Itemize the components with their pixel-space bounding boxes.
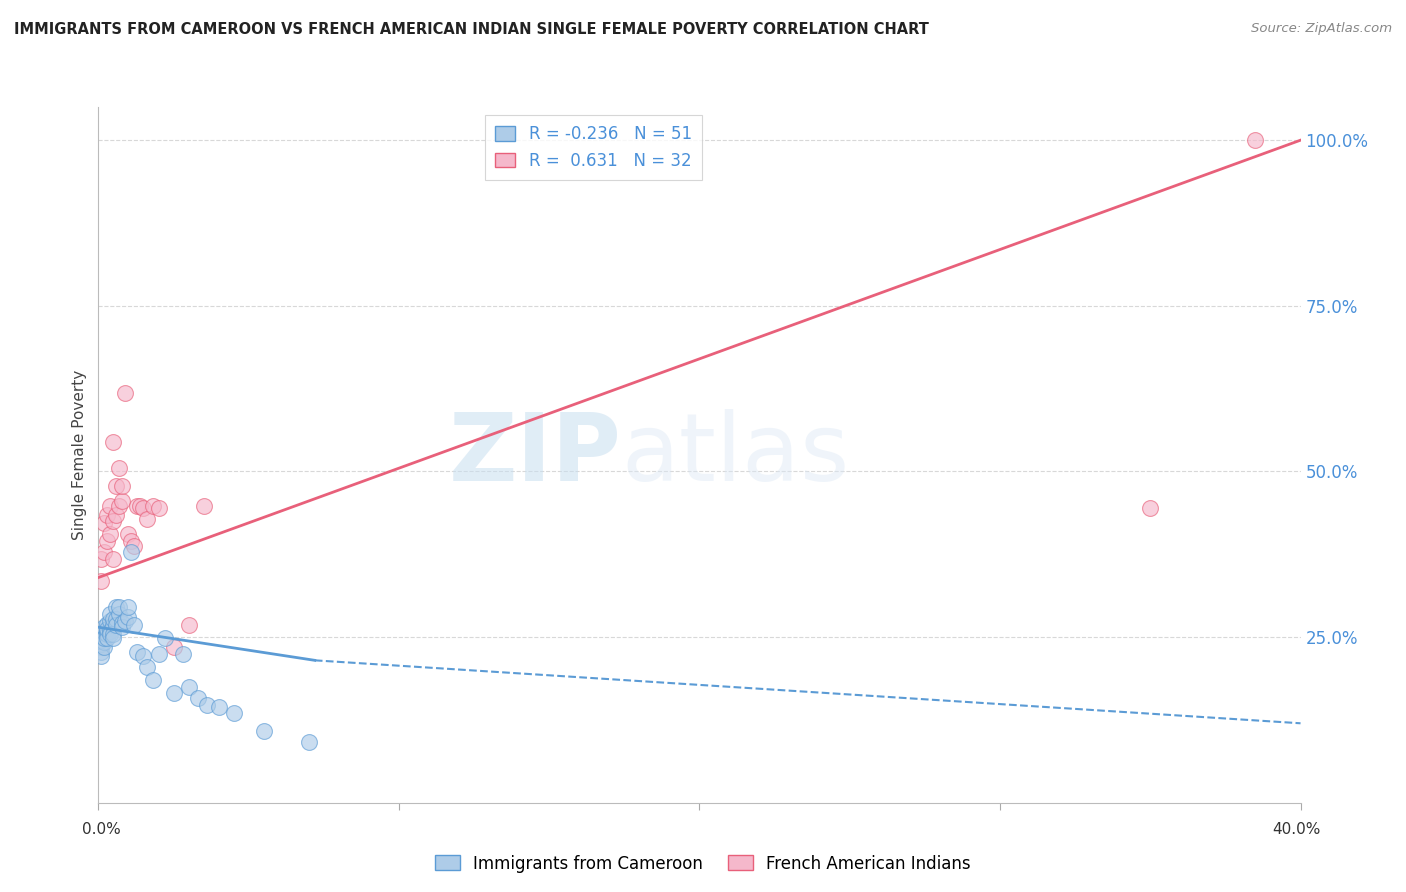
Point xyxy=(208,699,231,714)
Point xyxy=(111,479,134,493)
Point xyxy=(162,686,184,700)
Point xyxy=(100,627,122,641)
Point xyxy=(90,633,112,648)
Point xyxy=(90,648,112,663)
Point xyxy=(117,600,139,615)
Point xyxy=(132,500,155,515)
Point xyxy=(90,645,112,659)
Point xyxy=(100,614,122,628)
Point xyxy=(148,647,170,661)
Point xyxy=(117,610,139,624)
Point xyxy=(127,645,149,659)
Point xyxy=(177,618,200,632)
Point xyxy=(121,534,143,549)
Point xyxy=(117,527,139,541)
Y-axis label: Single Female Poverty: Single Female Poverty xyxy=(72,370,87,540)
Point xyxy=(1139,500,1161,515)
Point xyxy=(195,698,218,712)
Legend: Immigrants from Cameroon, French American Indians: Immigrants from Cameroon, French America… xyxy=(429,848,977,880)
Point xyxy=(93,630,115,644)
Point xyxy=(96,534,118,549)
Point xyxy=(100,607,122,621)
Point xyxy=(121,545,143,559)
Text: Source: ZipAtlas.com: Source: ZipAtlas.com xyxy=(1251,22,1392,36)
Point xyxy=(108,600,131,615)
Point xyxy=(96,616,118,631)
Point xyxy=(108,607,131,621)
Point xyxy=(103,611,125,625)
Point xyxy=(90,637,112,651)
Point xyxy=(96,627,118,641)
Point xyxy=(129,499,152,513)
Point xyxy=(105,618,128,632)
Point xyxy=(153,632,176,646)
Point xyxy=(105,600,128,615)
Point xyxy=(135,512,157,526)
Point xyxy=(124,618,146,632)
Point xyxy=(1244,133,1267,147)
Point xyxy=(105,508,128,522)
Text: ZIP: ZIP xyxy=(449,409,621,501)
Point xyxy=(172,647,194,661)
Point xyxy=(93,640,115,654)
Point xyxy=(90,574,112,588)
Point xyxy=(193,499,215,513)
Point xyxy=(253,724,276,739)
Point xyxy=(103,627,125,641)
Point xyxy=(93,545,115,559)
Point xyxy=(108,499,131,513)
Point xyxy=(100,624,122,638)
Point xyxy=(162,640,184,654)
Point xyxy=(96,622,118,636)
Point xyxy=(222,706,245,721)
Point xyxy=(103,552,125,566)
Point xyxy=(148,500,170,515)
Point xyxy=(132,648,155,663)
Point xyxy=(103,434,125,449)
Point xyxy=(100,499,122,513)
Point xyxy=(135,660,157,674)
Text: IMMIGRANTS FROM CAMEROON VS FRENCH AMERICAN INDIAN SINGLE FEMALE POVERTY CORRELA: IMMIGRANTS FROM CAMEROON VS FRENCH AMERI… xyxy=(14,22,929,37)
Point xyxy=(90,640,112,654)
Point xyxy=(124,539,146,553)
Point xyxy=(114,614,136,628)
Text: 0.0%: 0.0% xyxy=(82,822,121,837)
Point xyxy=(100,527,122,541)
Legend: R = -0.236   N = 51, R =  0.631   N = 32: R = -0.236 N = 51, R = 0.631 N = 32 xyxy=(485,115,702,179)
Point xyxy=(114,386,136,401)
Point xyxy=(93,635,115,649)
Text: atlas: atlas xyxy=(621,409,849,501)
Point xyxy=(96,632,118,646)
Point xyxy=(141,673,163,688)
Point xyxy=(105,611,128,625)
Point xyxy=(93,632,115,646)
Point xyxy=(298,735,321,749)
Point xyxy=(93,624,115,639)
Point xyxy=(187,691,209,706)
Point xyxy=(96,508,118,522)
Text: 40.0%: 40.0% xyxy=(1272,822,1320,837)
Point xyxy=(127,499,149,513)
Point xyxy=(90,552,112,566)
Point xyxy=(141,499,163,513)
Point xyxy=(108,461,131,475)
Point xyxy=(103,514,125,528)
Point xyxy=(103,632,125,646)
Point xyxy=(177,680,200,694)
Point xyxy=(103,618,125,632)
Point xyxy=(105,479,128,493)
Point xyxy=(96,624,118,638)
Point xyxy=(111,615,134,630)
Point xyxy=(111,494,134,508)
Point xyxy=(93,620,115,634)
Point xyxy=(111,620,134,634)
Point xyxy=(93,516,115,531)
